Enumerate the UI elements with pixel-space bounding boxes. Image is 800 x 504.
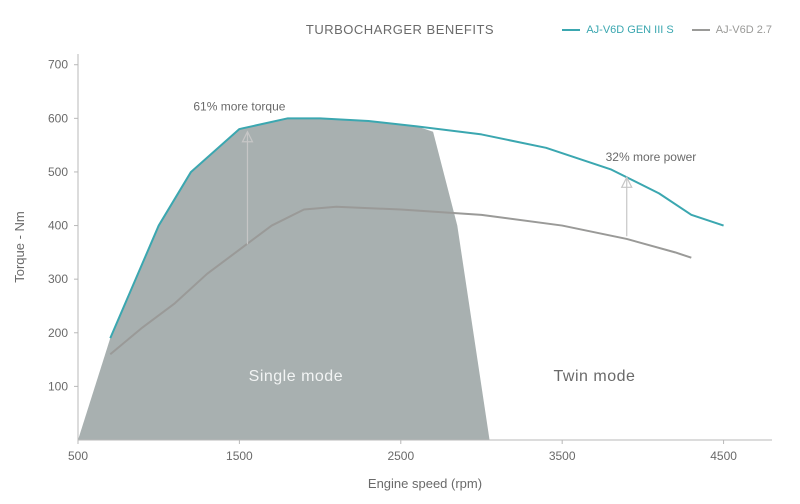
plot-svg: 100 200 300 400 500 600 700 500 1500 2500 3500 4500… [0,0,800,504]
x-axis-label: Engine speed (rpm) [368,476,482,491]
ytick-label: 400 [48,219,68,233]
single-mode-region [78,118,490,440]
xtick-label: 4500 [710,449,737,463]
ytick-label: 200 [48,326,68,340]
ytick-label: 700 [48,58,68,72]
xtick-label: 1500 [226,449,253,463]
mode-label: Twin mode [554,368,636,385]
ytick-label: 300 [48,272,68,286]
y-axis-label: Torque - Nm [12,211,27,283]
annotation-label: 61% more torque [193,99,285,113]
xtick-label: 3500 [549,449,576,463]
xtick-label: 500 [68,449,88,463]
mode-label: Single mode [249,368,343,385]
annotation-label: 32% more power [606,150,697,164]
turbocharger-chart: TURBOCHARGER BENEFITS AJ-V6D GEN III S A… [0,0,800,504]
ytick-label: 600 [48,111,68,125]
xtick-label: 2500 [387,449,414,463]
ytick-label: 100 [48,379,68,393]
ytick-label: 500 [48,165,68,179]
